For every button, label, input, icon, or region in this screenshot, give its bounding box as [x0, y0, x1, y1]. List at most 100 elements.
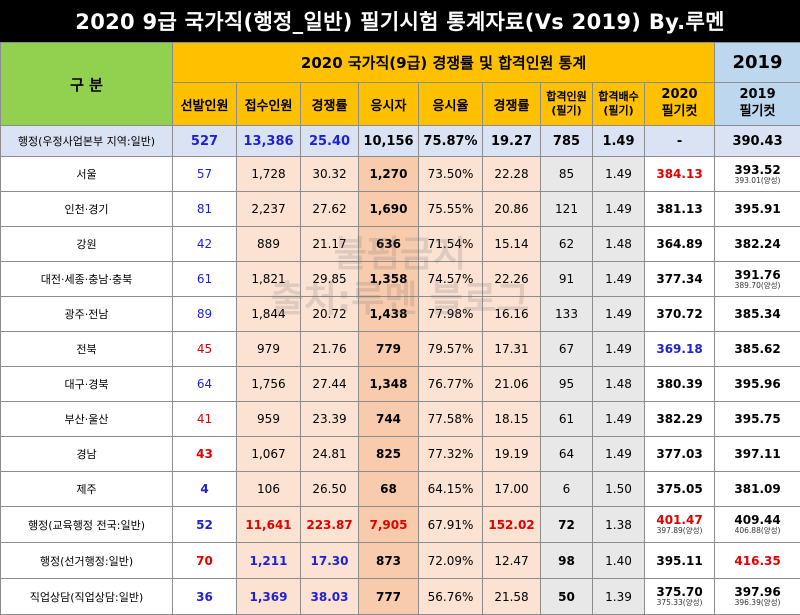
cell-competition: 30.32	[301, 157, 359, 192]
cell-take-rate: 74.57%	[419, 262, 483, 297]
cell-cut-2019: 395.75	[715, 402, 800, 437]
cell-takers: 10,156	[359, 126, 419, 157]
cell-passed: 62	[541, 227, 593, 262]
cell-take-rate: 67.91%	[419, 507, 483, 543]
cell-competition: 29.85	[301, 262, 359, 297]
section-2019-header: 2019	[715, 43, 800, 83]
cell-take-rate: 75.87%	[419, 126, 483, 157]
page-title: 2020 9급 국가직(행정_일반) 필기시험 통계자료(Vs 2019) By…	[0, 0, 800, 42]
cell-applied: 889	[237, 227, 301, 262]
cell-cut-2020: 380.39	[645, 367, 715, 402]
cell-competition: 24.81	[301, 437, 359, 472]
col-applied: 접수인원	[237, 83, 301, 126]
cell-cut-2020: -	[645, 126, 715, 157]
cell-competition-2: 17.00	[483, 472, 541, 507]
cell-applied: 1,728	[237, 157, 301, 192]
cell-competition-2: 17.31	[483, 332, 541, 367]
row-label: 대구·경북	[1, 367, 173, 402]
cell-competition-2: 21.58	[483, 579, 541, 615]
col-competition: 경쟁률	[301, 83, 359, 126]
cell-cut-2020: 375.05	[645, 472, 715, 507]
cell-passed: 6	[541, 472, 593, 507]
cell-competition-2: 19.27	[483, 126, 541, 157]
cell-pass-ratio: 1.48	[593, 227, 645, 262]
cell-selected: 43	[173, 437, 237, 472]
cell-take-rate: 79.57%	[419, 332, 483, 367]
cell-applied: 1,756	[237, 367, 301, 402]
cell-competition-2: 15.14	[483, 227, 541, 262]
row-label: 행정(우정사업본부 지역:일반)	[1, 126, 173, 157]
cell-takers: 825	[359, 437, 419, 472]
total-row: 행정(우정사업본부 지역:일반) 527 13,386 25.40 10,156…	[1, 126, 800, 157]
cell-applied: 959	[237, 402, 301, 437]
cell-cut-2020: 395.11	[645, 543, 715, 579]
cell-pass-ratio: 1.49	[593, 437, 645, 472]
cell-pass-ratio: 1.49	[593, 332, 645, 367]
cell-passed: 64	[541, 437, 593, 472]
cell-competition: 21.17	[301, 227, 359, 262]
cell-competition: 21.76	[301, 332, 359, 367]
cell-pass-ratio: 1.50	[593, 472, 645, 507]
cell-selected: 57	[173, 157, 237, 192]
cell-passed: 61	[541, 402, 593, 437]
cell-take-rate: 77.98%	[419, 297, 483, 332]
cell-applied: 2,237	[237, 192, 301, 227]
row-label: 강원	[1, 227, 173, 262]
cell-competition: 27.44	[301, 367, 359, 402]
cell-competition-2: 22.28	[483, 157, 541, 192]
cell-passed: 133	[541, 297, 593, 332]
row-label: 직업상담(직업상담:일반)	[1, 579, 173, 615]
cell-passed: 95	[541, 367, 593, 402]
row-label: 전북	[1, 332, 173, 367]
cell-competition: 20.72	[301, 297, 359, 332]
cell-selected: 527	[173, 126, 237, 157]
col-takers: 응시자	[359, 83, 419, 126]
cell-takers: 873	[359, 543, 419, 579]
cell-applied: 1,211	[237, 543, 301, 579]
cell-takers: 777	[359, 579, 419, 615]
cell-takers: 1,358	[359, 262, 419, 297]
col-competition-2: 경쟁률	[483, 83, 541, 126]
cell-take-rate: 77.32%	[419, 437, 483, 472]
section-2020-header: 2020 국가직(9급) 경쟁률 및 합격인원 통계	[173, 43, 715, 83]
cell-take-rate: 75.55%	[419, 192, 483, 227]
cell-competition-2: 18.15	[483, 402, 541, 437]
cell-competition: 23.39	[301, 402, 359, 437]
cell-pass-ratio: 1.49	[593, 126, 645, 157]
cell-selected: 36	[173, 579, 237, 615]
cell-competition: 27.62	[301, 192, 359, 227]
cell-selected: 45	[173, 332, 237, 367]
cell-cut-2019: 397.11	[715, 437, 800, 472]
cell-cut-2019: 395.96	[715, 367, 800, 402]
cell-cut-2020: 364.89	[645, 227, 715, 262]
cell-take-rate: 72.09%	[419, 543, 483, 579]
cell-takers: 1,438	[359, 297, 419, 332]
cell-cut-2019: 382.24	[715, 227, 800, 262]
col-passed: 합격인원(필기)	[541, 83, 593, 126]
cell-applied: 106	[237, 472, 301, 507]
cell-takers: 779	[359, 332, 419, 367]
row-label: 행정(선거행정:일반)	[1, 543, 173, 579]
cell-competition-2: 12.47	[483, 543, 541, 579]
cell-cut-2020: 370.72	[645, 297, 715, 332]
cell-passed: 785	[541, 126, 593, 157]
col-take-rate: 응시율	[419, 83, 483, 126]
cell-takers: 636	[359, 227, 419, 262]
cell-take-rate: 73.50%	[419, 157, 483, 192]
cell-applied: 13,386	[237, 126, 301, 157]
cell-cut-2020: 377.34	[645, 262, 715, 297]
cell-competition: 17.30	[301, 543, 359, 579]
cell-takers: 7,905	[359, 507, 419, 543]
cell-competition: 26.50	[301, 472, 359, 507]
